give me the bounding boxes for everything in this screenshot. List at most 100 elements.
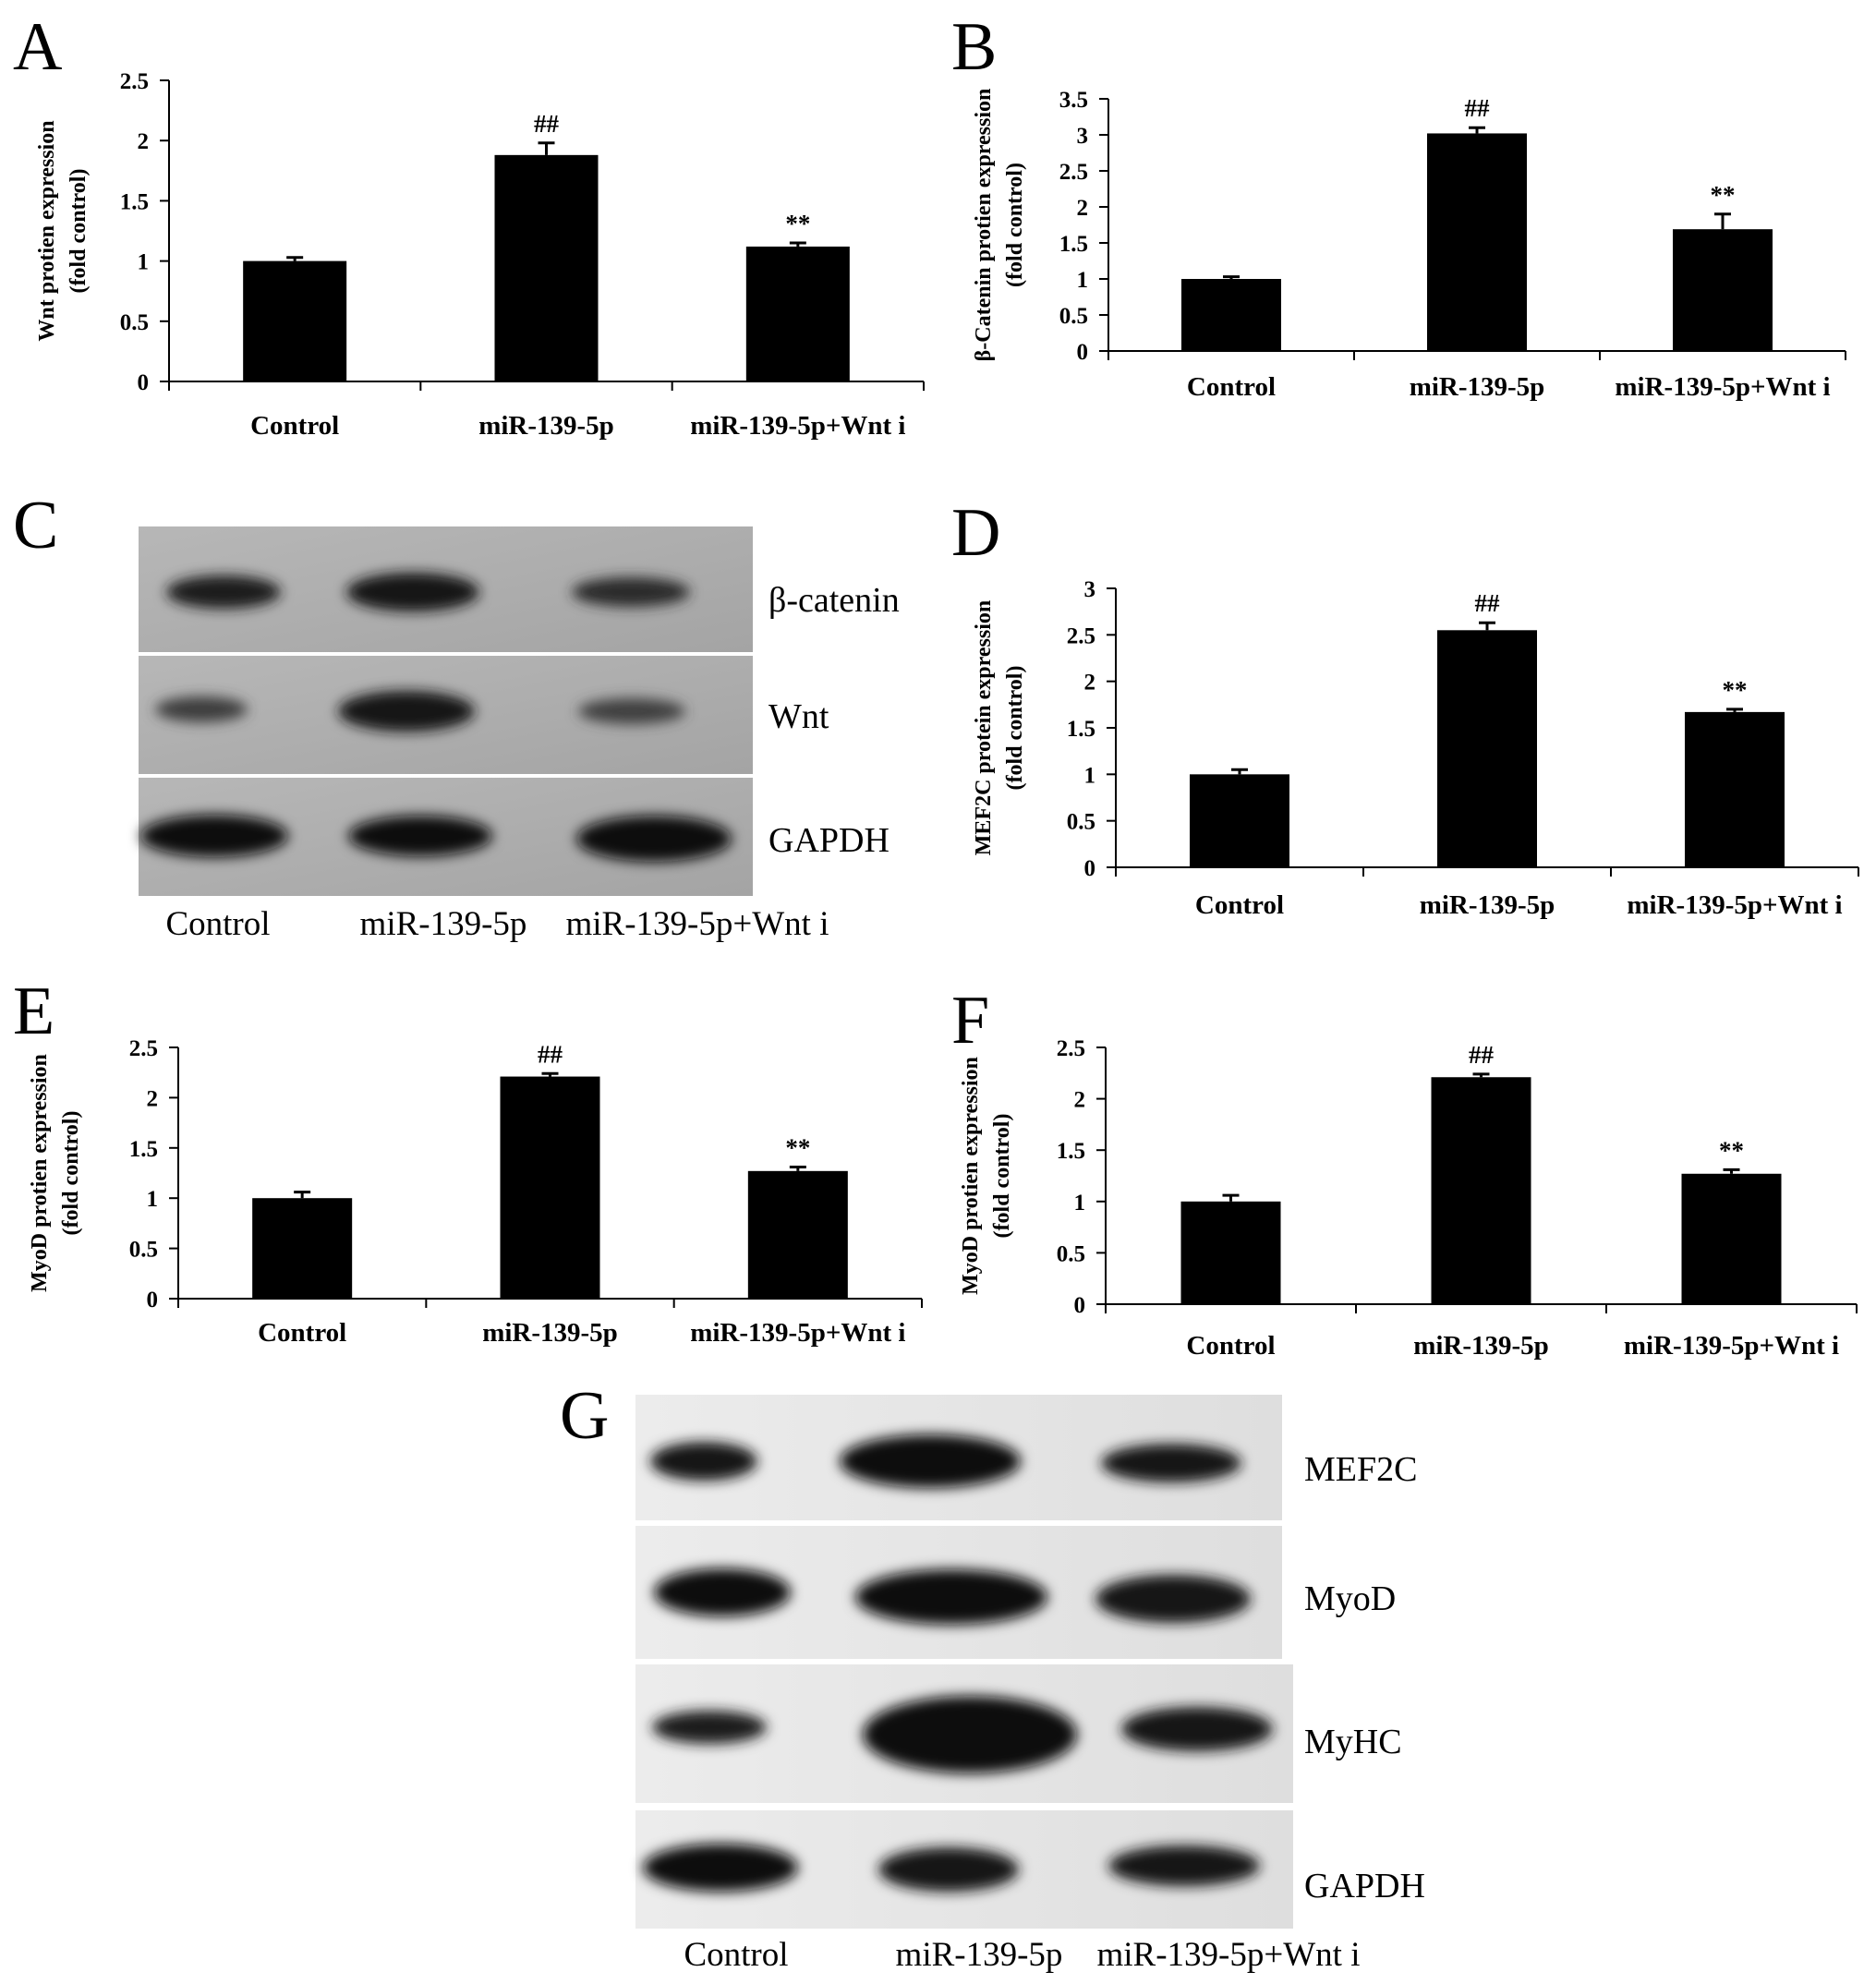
significance-marker: ** — [1723, 676, 1748, 704]
panel-letter-a: A — [13, 9, 63, 85]
x-category-label: Control — [1187, 372, 1276, 402]
blot-g-label-gapdh: GAPDH — [1304, 1867, 1425, 1905]
y-axis-title: β-Catenin protien expression — [972, 89, 996, 362]
blot-band — [1101, 1444, 1241, 1482]
blot-band — [578, 698, 685, 724]
blot-c-strip-gapdh — [139, 778, 753, 896]
y-tick-label: 0.5 — [1057, 1241, 1085, 1266]
x-category-label: Control — [1195, 890, 1284, 920]
blot-band — [1108, 1845, 1260, 1886]
significance-marker: ## — [534, 110, 560, 138]
blot-c-lane-mir: miR-139-5p — [360, 905, 527, 943]
blot-c-strip-wnt — [139, 656, 753, 774]
x-category-label: miR-139-5p — [482, 1318, 618, 1348]
y-tick-label: 2.5 — [1067, 623, 1095, 648]
panel-letter-b: B — [951, 9, 998, 85]
blot-band — [348, 816, 492, 856]
blot-band — [572, 577, 690, 607]
chart-panel-d: 0 0.5 1 1.5 2 2.5 3 Control ## miR-139-5p ** miR-13… — [972, 577, 1859, 920]
bar — [252, 1198, 353, 1299]
blot-band — [840, 1434, 1021, 1488]
chart-panel-a: 0 0.5 1 1.5 2 2.5 Control ## miR-139-5p ** miR-139… — [35, 69, 925, 441]
y-tick-label: 3.5 — [1059, 88, 1088, 113]
y-tick-label: 2 — [1084, 671, 1096, 696]
bar — [1681, 1173, 1782, 1304]
bar — [1437, 630, 1537, 867]
y-axis-title: MEF2C protein expression — [972, 600, 996, 855]
panel-letter-g: G — [560, 1378, 610, 1454]
blot-band — [652, 1711, 767, 1744]
blot-g-lane-control: Control — [684, 1936, 788, 1974]
blot-g-strip-myod — [635, 1526, 1282, 1659]
y-tick-label: 1.5 — [120, 189, 149, 214]
significance-marker: ## — [1465, 94, 1491, 122]
y-tick-label: 1 — [147, 1187, 159, 1212]
blot-band — [1095, 1575, 1251, 1623]
blot-band — [346, 573, 479, 611]
bar — [243, 260, 347, 381]
bar — [1181, 279, 1281, 351]
bar — [1685, 711, 1785, 867]
y-tick-label: 3 — [1077, 124, 1089, 149]
x-category-label: miR-139-5p — [478, 411, 614, 441]
panel-letter-c: C — [13, 488, 59, 563]
chart-panel-e: 0 0.5 1 1.5 2 2.5 Control ## miR-139-5p ** miR-139… — [28, 1036, 923, 1348]
y-tick-label: 3 — [1084, 577, 1096, 602]
bar — [1190, 774, 1289, 867]
significance-marker: ** — [1711, 181, 1736, 209]
y-tick-label: 2 — [1074, 1088, 1086, 1113]
blot-band — [643, 1844, 798, 1892]
y-axis-title: (fold control) — [990, 1114, 1014, 1239]
x-category-label: miR-139-5p+Wnt i — [1624, 1331, 1839, 1361]
y-axis-title: (fold control) — [59, 1111, 83, 1236]
y-tick-label: 2.5 — [129, 1036, 158, 1061]
panel-letter-f: F — [951, 983, 990, 1059]
x-category-label: miR-139-5p+Wnt i — [1627, 890, 1842, 920]
x-category-label: miR-139-5p — [1413, 1331, 1549, 1361]
y-tick-label: 0.5 — [1059, 304, 1088, 329]
chart-panel-f: 0 0.5 1 1.5 2 2.5 Control ## miR-139-5p ** miR-139… — [959, 1036, 1858, 1361]
blot-c-strip-beta-catenin — [139, 526, 753, 652]
y-tick-label: 2.5 — [1059, 160, 1088, 185]
blot-band — [166, 575, 281, 609]
y-axis-title: MyoD protien expression — [959, 1057, 983, 1295]
blot-band — [338, 691, 475, 732]
significance-marker: ## — [538, 1040, 563, 1068]
y-tick-label: 2 — [1077, 196, 1089, 221]
blot-c-lane-control: Control — [165, 905, 270, 943]
bar — [1431, 1077, 1531, 1304]
x-category-label: miR-139-5p — [1420, 890, 1555, 920]
y-axis-title: (fold control) — [1003, 666, 1027, 791]
blot-band — [855, 1569, 1047, 1625]
y-tick-label: 0 — [138, 370, 150, 395]
x-category-label: Control — [258, 1318, 346, 1348]
y-tick-label: 1 — [1077, 268, 1089, 293]
y-tick-label: 0 — [1074, 1293, 1086, 1318]
y-tick-label: 0.5 — [129, 1238, 158, 1263]
panel-letter-e: E — [13, 974, 55, 1049]
blot-c-label-gapdh: GAPDH — [769, 821, 890, 860]
x-category-label: miR-139-5p+Wnt i — [1615, 372, 1830, 402]
blot-c-lane-mir-wnt-i: miR-139-5p+Wnt i — [566, 905, 829, 943]
y-tick-label: 2 — [147, 1086, 159, 1111]
y-tick-label: 0 — [1077, 340, 1089, 365]
y-tick-label: 1.5 — [1057, 1139, 1085, 1164]
x-category-label: miR-139-5p+Wnt i — [690, 1318, 905, 1348]
y-tick-label: 2.5 — [1057, 1036, 1085, 1061]
x-category-label: miR-139-5p+Wnt i — [690, 411, 905, 441]
y-tick-label: 2.5 — [120, 69, 149, 94]
bar — [747, 1170, 848, 1299]
blot-c-label-beta-catenin: β-catenin — [769, 581, 900, 620]
blot-g-strip-mef2c — [635, 1395, 1282, 1520]
significance-marker: ** — [1719, 1136, 1744, 1164]
y-tick-label: 0.5 — [1067, 810, 1095, 835]
panel-letter-d: D — [951, 495, 1001, 571]
blot-g-label-myod: MyoD — [1304, 1579, 1396, 1618]
significance-marker: ** — [785, 210, 810, 237]
bar — [1180, 1201, 1281, 1304]
y-tick-label: 0 — [1084, 856, 1096, 881]
y-tick-label: 1.5 — [1067, 717, 1095, 742]
x-category-label: Control — [1186, 1331, 1275, 1361]
